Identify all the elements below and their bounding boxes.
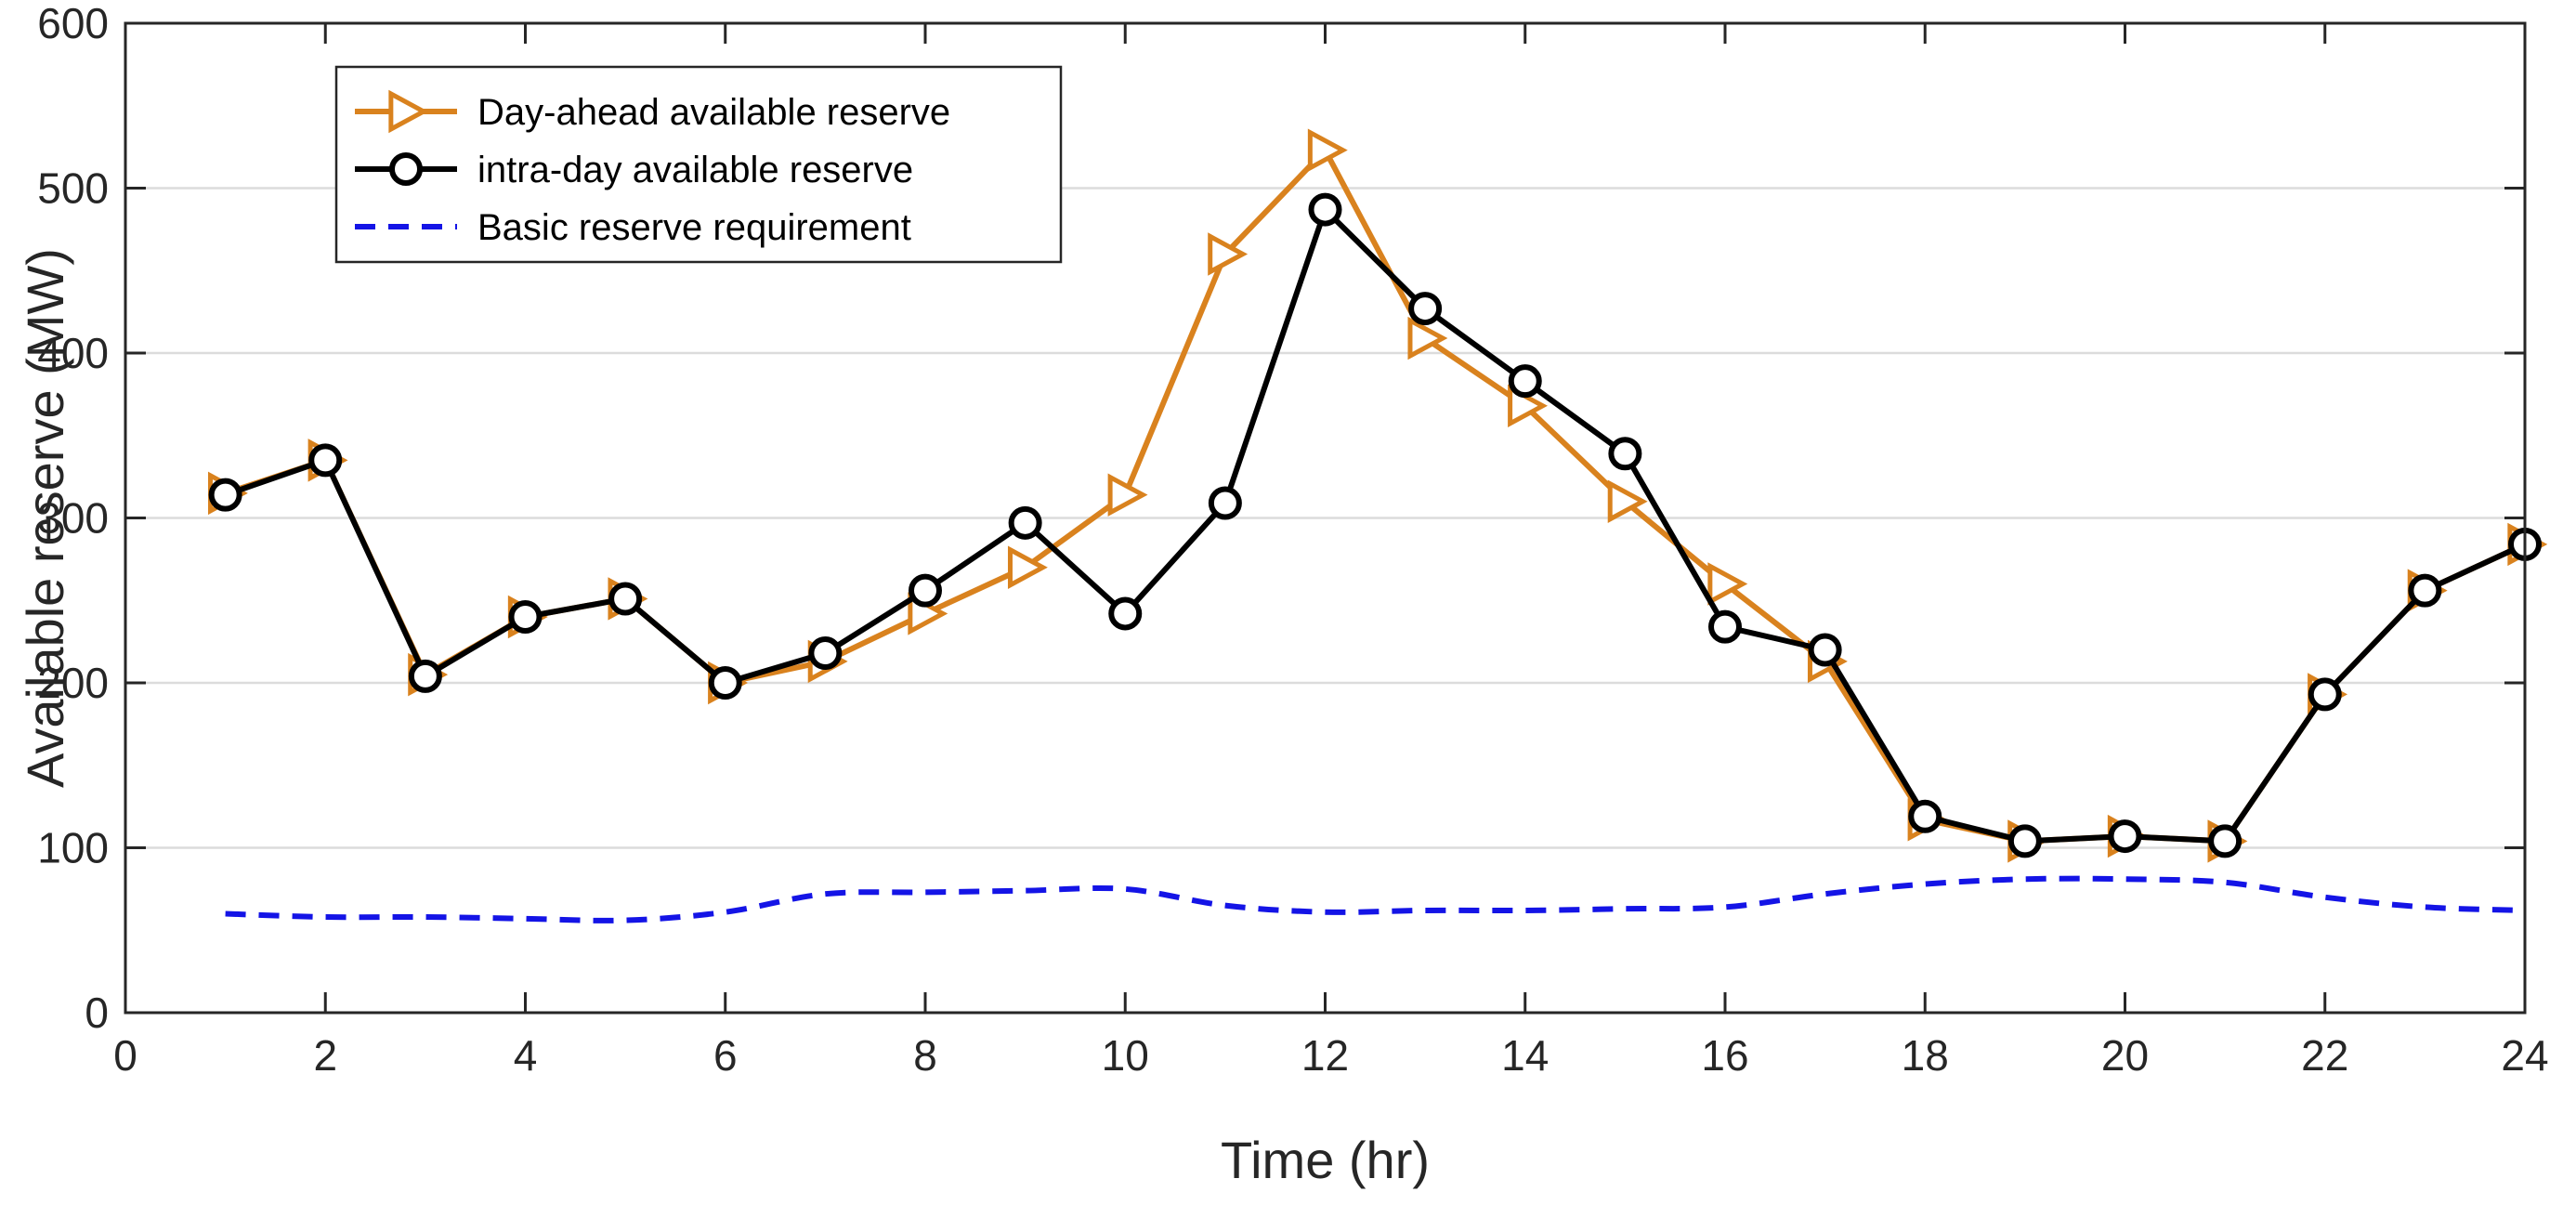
- series-1-point-10: [1208, 486, 1242, 520]
- x-tick-label: 16: [1701, 1031, 1748, 1080]
- y-tick-label: 0: [85, 989, 109, 1037]
- series-1-point-15: [1708, 609, 1742, 644]
- y-tick-label: 300: [37, 494, 109, 543]
- series-1-point-9: [1108, 596, 1143, 631]
- legend-label-0: Day-ahead available reserve: [477, 92, 950, 133]
- x-tick-label: 18: [1902, 1031, 1949, 1080]
- x-tick-label: 12: [1301, 1031, 1349, 1080]
- series-1-point-3: [508, 600, 543, 634]
- x-tick-label: 22: [2301, 1031, 2348, 1080]
- x-tick-label: 2: [313, 1031, 337, 1080]
- x-tick-label: 8: [913, 1031, 937, 1080]
- y-tick-label: 100: [37, 824, 109, 872]
- series-1-point-22: [2408, 573, 2442, 608]
- x-tick-label: 0: [113, 1031, 137, 1080]
- series-1-point-18: [2007, 824, 2042, 858]
- x-tick-label: 24: [2501, 1031, 2548, 1080]
- series-0-point-15: [1707, 562, 1748, 606]
- x-tick-label: 4: [514, 1031, 538, 1080]
- series-1-point-17: [1908, 799, 1942, 833]
- series-line-2: [225, 875, 2526, 923]
- series-1-point-4: [608, 582, 643, 616]
- series-0-point-10: [1208, 232, 1249, 276]
- x-tick-label: 14: [1501, 1031, 1549, 1080]
- x-axis-title: Time (hr): [1221, 1131, 1430, 1189]
- legend: Day-ahead available reserve intra-day ava…: [334, 65, 1063, 264]
- legend-marker-1: [389, 152, 423, 186]
- series-1-point-11: [1308, 192, 1342, 227]
- series-1-point-7: [909, 573, 942, 608]
- series-1: [208, 192, 2542, 858]
- series-1-point-1: [308, 443, 343, 478]
- series-1-point-8: [1008, 505, 1042, 540]
- y-tick-label: 200: [37, 659, 109, 707]
- x-tick-label: 10: [1102, 1031, 1149, 1080]
- series-1-point-20: [2208, 824, 2243, 858]
- y-tick-label: 400: [37, 329, 109, 377]
- series-1-point-19: [2108, 819, 2142, 854]
- series-1-point-2: [408, 659, 442, 693]
- legend-label-2: Basic reserve requirement: [477, 207, 911, 248]
- legend-label-1: intra-day available reserve: [477, 150, 913, 190]
- y-tick-label: 500: [37, 164, 109, 213]
- series-2: [225, 875, 2526, 923]
- series-1-point-14: [1608, 437, 1642, 471]
- series-1-point-12: [1408, 292, 1443, 326]
- series-0-point-14: [1607, 479, 1648, 523]
- series-0-point-9: [1107, 473, 1148, 517]
- series-0-point-8: [1007, 545, 1048, 589]
- x-tick-label: 20: [2101, 1031, 2149, 1080]
- series-1-point-6: [808, 636, 843, 671]
- series-0-point-11: [1307, 128, 1348, 172]
- series-1-point-13: [1508, 364, 1542, 399]
- series-1-point-0: [208, 478, 242, 512]
- series-1-point-5: [708, 666, 742, 700]
- series-layer: [207, 128, 2548, 923]
- y-tick-label: 600: [37, 0, 109, 47]
- x-tick-label: 6: [713, 1031, 738, 1080]
- legend-marker-0: [388, 89, 429, 134]
- series-1-point-16: [1808, 633, 1842, 667]
- y-axis-title: Available reserve (MW): [16, 248, 74, 788]
- series-1-point-21: [2308, 677, 2342, 712]
- series-0-point-12: [1407, 316, 1448, 360]
